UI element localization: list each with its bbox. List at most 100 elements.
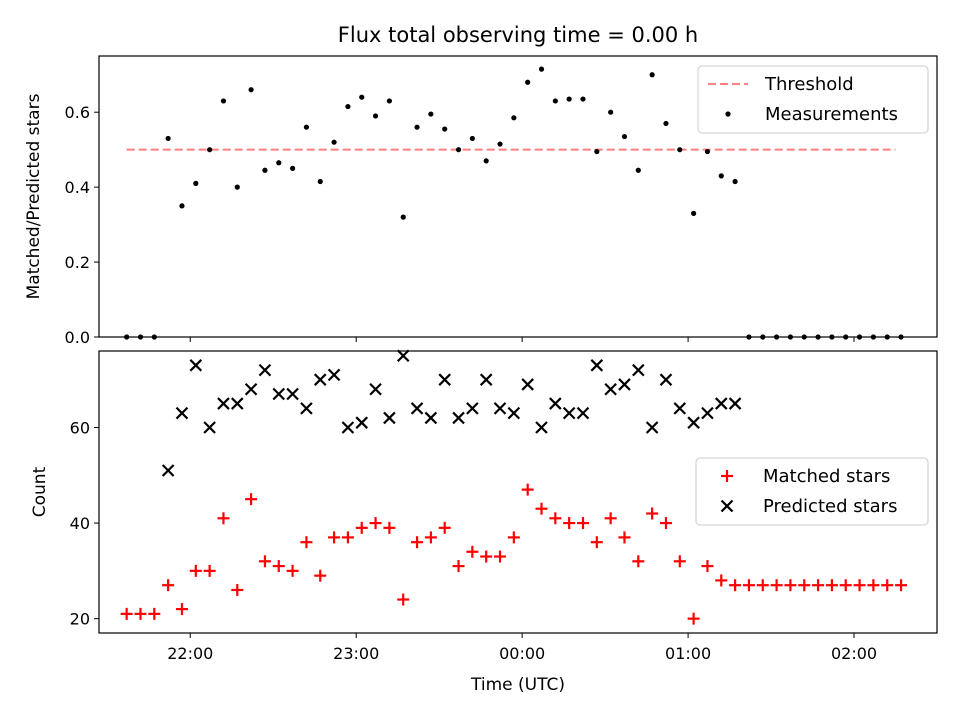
measurement-point [525,79,531,85]
predicted-star-point [604,382,617,396]
matched-star-point [328,531,341,544]
predicted-star-point [687,416,700,429]
matched-star-point [673,555,686,568]
matched-star-point [756,579,769,592]
bottom-xtick-label: 02:00 [831,644,877,663]
measurement-point [331,139,337,145]
predicted-star-point [714,397,728,410]
measurement-point [732,178,738,185]
measurement-point [165,135,171,142]
matched-star-point [549,512,562,525]
matched-star-point [646,507,659,520]
measurement-point [276,160,282,166]
top-panel: 0.0 0.2 0.4 0.6 Matched/Predicted stars Thr… [24,55,938,347]
measurement-point [566,96,572,102]
matched-star-point [189,564,202,577]
bottom-panel-ylabel: Count [30,466,50,517]
measurement-point [262,167,268,173]
predicted-star-point [562,406,576,420]
predicted-star-point [521,378,534,391]
measurement-point [179,203,185,209]
predicted-star-point [161,464,175,477]
matched-star-point [300,536,313,549]
top-legend: Threshold Measurements [697,65,929,134]
predicted-star-point [410,402,424,415]
measurement-point [635,167,641,173]
matched-star-point [507,531,520,544]
matched-star-point [715,574,728,587]
matched-star-point [466,545,479,558]
matched-star-point [895,579,908,592]
legend-threshold-label: Threshold [764,74,854,95]
measurement-point [248,87,254,93]
predicted-star-point [479,373,493,386]
bottom-ytick-label: 40 [70,514,90,533]
matched-star-point [452,560,465,573]
matched-star-point [881,579,894,592]
matched-star-point [438,521,451,534]
predicted-star-point [189,359,203,372]
measurement-point [718,173,724,179]
matched-star-point [203,564,216,577]
measurement-point [317,178,323,185]
matched-star-point [369,517,382,530]
matched-star-point [812,579,825,592]
matched-star-point [563,517,576,530]
measurement-point [469,135,475,142]
predicted-star-point [590,359,604,372]
matched-star-point [231,583,244,596]
predicted-star-point [355,416,369,429]
matched-star-point [521,483,534,496]
bottom-ytick-label: 20 [70,610,90,629]
bottom-ytick-label: 60 [70,418,90,437]
matched-star-point [134,607,147,620]
predicted-star-point [645,421,659,434]
predicted-star-point [535,421,548,434]
legend-predicted-label: Predicted stars [763,496,897,517]
matched-star-point [604,512,617,525]
matched-star-point [258,555,271,568]
top-panel-frame [98,55,938,338]
top-panel-ylabel: Matched/Predicted stars [24,93,44,299]
predicted-star-point [313,373,327,386]
matched-star-point [590,536,603,549]
bottom-panel-frame [98,350,938,634]
legend-matched-label: Matched stars [763,466,890,487]
measurement-point [594,148,600,155]
predicted-star-point [424,411,438,425]
predicted-star-point [493,402,507,415]
predicted-star-point [576,406,590,420]
legend-measurements-marker [725,111,731,117]
measurement-point [372,113,379,119]
matched-star-point [742,579,755,592]
top-legend-box [697,65,929,134]
bottom-panel: 20 40 60 22:00 23:00 00:00 01:00 02:00 Count T… [30,349,938,695]
legend-x-glyph [720,499,734,513]
measurement-point [234,184,240,190]
matched-star-point [148,607,161,620]
matched-star-point [867,579,880,592]
measurement-point [511,115,517,121]
top-ytick-label: 0.2 [65,253,90,272]
bottom-panel-xlabel: Time (UTC) [470,675,565,695]
bottom-xtick-label: 23:00 [333,644,379,663]
matched-star-point [314,569,327,582]
measurement-point [649,72,655,78]
predicted-star-point [452,411,465,425]
matched-star-point [853,579,866,592]
matched-star-point [687,612,700,625]
legend-plus-glyph [721,470,733,482]
matched-star-point [286,564,299,577]
top-panel-title: Flux total observing time = 0.00 h [338,23,698,47]
measurement-point [455,147,462,153]
predicted-star-point [618,378,631,391]
measurement-point [704,148,711,155]
measurement-point [663,120,669,127]
measurement-point [538,66,545,72]
measurement-point [552,98,558,104]
predicted-star-point [549,397,562,410]
measurement-point [677,147,683,153]
predicted-star-point [175,406,189,420]
predicted-star-point [272,387,286,401]
